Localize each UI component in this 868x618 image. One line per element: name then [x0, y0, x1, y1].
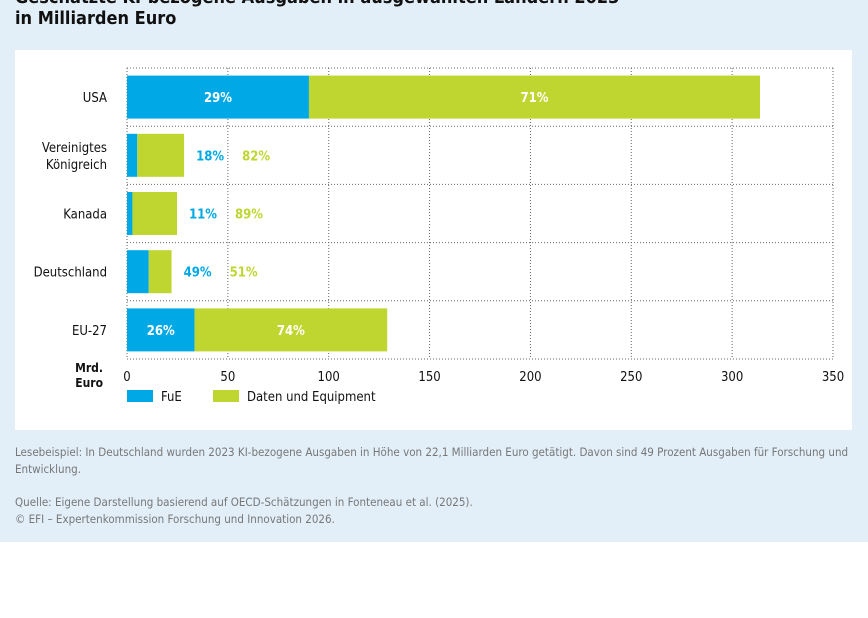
- bar-fue: [127, 250, 149, 294]
- copyright-note: © EFI – Expertenkommission Forschung und…: [15, 512, 335, 526]
- data-label-fue: 26%: [147, 324, 175, 339]
- x-tick-label: 250: [620, 370, 642, 385]
- legend-label-daten: Daten und Equipment: [247, 390, 376, 405]
- legend-swatch-fue: [127, 390, 153, 402]
- bar-fue: [127, 308, 195, 352]
- data-label-daten: 74%: [277, 324, 305, 339]
- x-tick-label: 200: [519, 370, 541, 385]
- bar-daten-equipment: [132, 192, 178, 235]
- category-label: Königreich: [46, 158, 107, 173]
- data-label-daten: 71%: [520, 91, 548, 106]
- category-label: Deutschland: [34, 266, 107, 281]
- bar-daten-equipment: [148, 250, 172, 294]
- source-note: Quelle: Eigene Darstellung basierend auf…: [15, 495, 473, 509]
- x-tick-label: 350: [822, 370, 844, 385]
- bar-chart: 0 50 100 150 200 250 300 350 USA 29% 71% Vereinigte…: [34, 67, 844, 405]
- x-tick-label: 150: [418, 370, 440, 385]
- bar-fue: [127, 133, 138, 177]
- category-label: Kanada: [63, 208, 107, 223]
- category-label: Vereinigtes: [42, 141, 107, 156]
- data-label-daten: 89%: [235, 208, 263, 223]
- data-label-fue: 49%: [184, 266, 212, 281]
- bar-fue: [127, 75, 309, 119]
- legend-swatch-daten: [213, 390, 239, 402]
- x-tick-label: 50: [220, 370, 235, 385]
- data-label-fue: 11%: [189, 208, 217, 223]
- bar-daten-equipment: [194, 308, 388, 352]
- figure-title-line1: Geschätzte KI-bezogene Ausgaben in ausge…: [15, 0, 619, 8]
- category-label: EU-27: [72, 324, 107, 339]
- figure-title-line2: in Milliarden Euro: [15, 8, 177, 29]
- x-axis-label: Euro: [75, 376, 103, 390]
- data-label-daten: 82%: [242, 149, 270, 164]
- bar-daten-equipment: [137, 133, 185, 177]
- data-label-fue: 18%: [196, 149, 224, 164]
- reading-example: Lesebeispiel: In Deutschland wurden 2023…: [15, 445, 849, 476]
- bar-fue: [127, 192, 133, 235]
- x-axis-label: Mrd.: [75, 361, 103, 375]
- bar-daten-equipment: [308, 75, 760, 119]
- figure-panel: Geschätzte KI-bezogene Ausgaben in ausge…: [0, 0, 868, 542]
- category-label: USA: [83, 91, 107, 106]
- x-tick-label: 0: [123, 370, 130, 385]
- data-label-fue: 29%: [204, 91, 232, 106]
- data-label-daten: 51%: [230, 266, 258, 281]
- chart-card: 0 50 100 150 200 250 300 350 USA 29% 71% Vereinigte…: [15, 50, 852, 430]
- x-tick-label: 300: [721, 370, 743, 385]
- x-tick-label: 100: [318, 370, 340, 385]
- legend-label-fue: FuE: [161, 390, 182, 405]
